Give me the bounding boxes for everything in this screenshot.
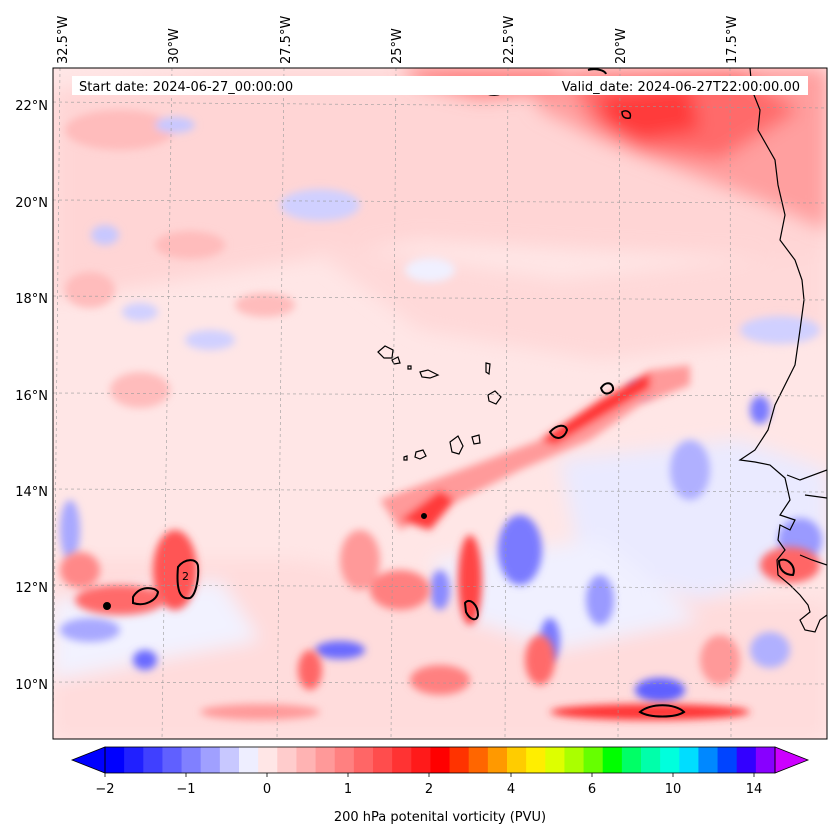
latitude-labels: 22°N 20°N 18°N 16°N 14°N 12°N 10°N <box>15 99 48 693</box>
colorbar-cell <box>583 747 604 773</box>
colorbar-cell <box>181 747 202 773</box>
coastline <box>738 68 827 633</box>
lat-label: 18°N <box>15 292 48 307</box>
colorbar-cell <box>219 747 240 773</box>
lon-label: 30°W <box>167 28 182 64</box>
colorbar-cell <box>277 747 298 773</box>
colorbar-cell <box>755 747 776 773</box>
colorbar-cell <box>487 747 508 773</box>
colorbar-cell <box>698 747 719 773</box>
colorbar-cell <box>621 747 642 773</box>
colorbar-max-arrow <box>774 746 810 774</box>
colorbar-cell <box>296 747 317 773</box>
colorbar-cell <box>162 747 183 773</box>
colorbar-cell <box>468 747 489 773</box>
colorbar-cell <box>200 747 221 773</box>
colorbar-tick-label: 14 <box>746 782 763 797</box>
colorbar-cell <box>392 747 412 773</box>
colorbar-tick-label: 2 <box>425 782 433 797</box>
colorbar-tick-label: 1 <box>344 782 352 797</box>
colorbar-cell <box>143 747 164 773</box>
colorbar-tick-label: 0 <box>263 782 271 797</box>
colorbar-cell <box>239 747 259 773</box>
lat-label: 14°N <box>15 485 48 500</box>
start-date-label: Start date: 2024-06-27_00:00:00 <box>79 80 293 95</box>
colorbar-cell <box>717 747 738 773</box>
lon-label: 27.5°W <box>279 16 294 64</box>
colorbar-tick-label: 10 <box>665 782 682 797</box>
colorbar-cell <box>641 747 661 773</box>
colorbar-cell <box>258 747 278 773</box>
colorbar-cell <box>334 747 355 773</box>
colorbar-min-arrow <box>70 746 106 774</box>
lon-label: 20°W <box>614 28 629 64</box>
colorbar-cell <box>411 747 432 773</box>
colorbar-cell <box>430 747 451 773</box>
map-frame <box>52 67 828 740</box>
colorbar-cell <box>526 747 546 773</box>
colorbar-cell <box>449 747 470 773</box>
pv-field: 2 <box>53 68 827 739</box>
colorbar-cells <box>105 747 776 773</box>
colorbar-tick-labels: −2 −1 0 1 2 4 6 10 14 <box>95 782 762 797</box>
colorbar-cell <box>315 747 336 773</box>
colorbar-cell <box>545 747 566 773</box>
colorbar-cell <box>124 747 144 773</box>
colorbar-cell <box>564 747 585 773</box>
lat-label: 20°N <box>15 196 48 211</box>
colorbar: −2 −1 0 1 2 4 6 10 14 200 hPa potenital … <box>70 746 810 825</box>
colorbar-cell <box>660 747 680 773</box>
lat-label: 10°N <box>15 678 48 693</box>
lon-label: 17.5°W <box>725 16 740 64</box>
colorbar-cell <box>736 747 757 773</box>
lon-label: 32.5°W <box>56 16 71 64</box>
colorbar-tick-label: −2 <box>95 782 114 797</box>
colorbar-title: 200 hPa potenital vorticity (PVU) <box>334 810 546 825</box>
info-bar <box>72 76 808 95</box>
colorbar-cell <box>105 747 125 773</box>
colorbar-cell <box>353 747 374 773</box>
colorbar-tick-label: 6 <box>588 782 596 797</box>
colorbar-cell <box>373 747 393 773</box>
gridlines <box>53 68 827 739</box>
colorbar-cell <box>602 747 623 773</box>
colorbar-frame <box>104 746 776 774</box>
valid-date-label: Valid_date: 2024-06-27T22:00:00.00 <box>562 80 800 95</box>
colorbar-ticks <box>104 773 755 777</box>
lon-label: 25°W <box>390 28 405 64</box>
lon-label: 22.5°W <box>502 16 517 64</box>
lat-label: 16°N <box>15 389 48 404</box>
lat-label: 12°N <box>15 581 48 596</box>
longitude-labels: 32.5°W 30°W 27.5°W 25°W 22.5°W 20°W 17.5… <box>56 16 740 64</box>
cape-verde-islands <box>377 345 502 461</box>
lat-label: 22°N <box>15 99 48 114</box>
colorbar-tick-label: −1 <box>176 782 195 797</box>
colorbar-cell <box>507 747 527 773</box>
contour-label: 2 <box>182 570 189 583</box>
colorbar-tick-label: 4 <box>507 782 515 797</box>
colorbar-cell <box>679 747 700 773</box>
